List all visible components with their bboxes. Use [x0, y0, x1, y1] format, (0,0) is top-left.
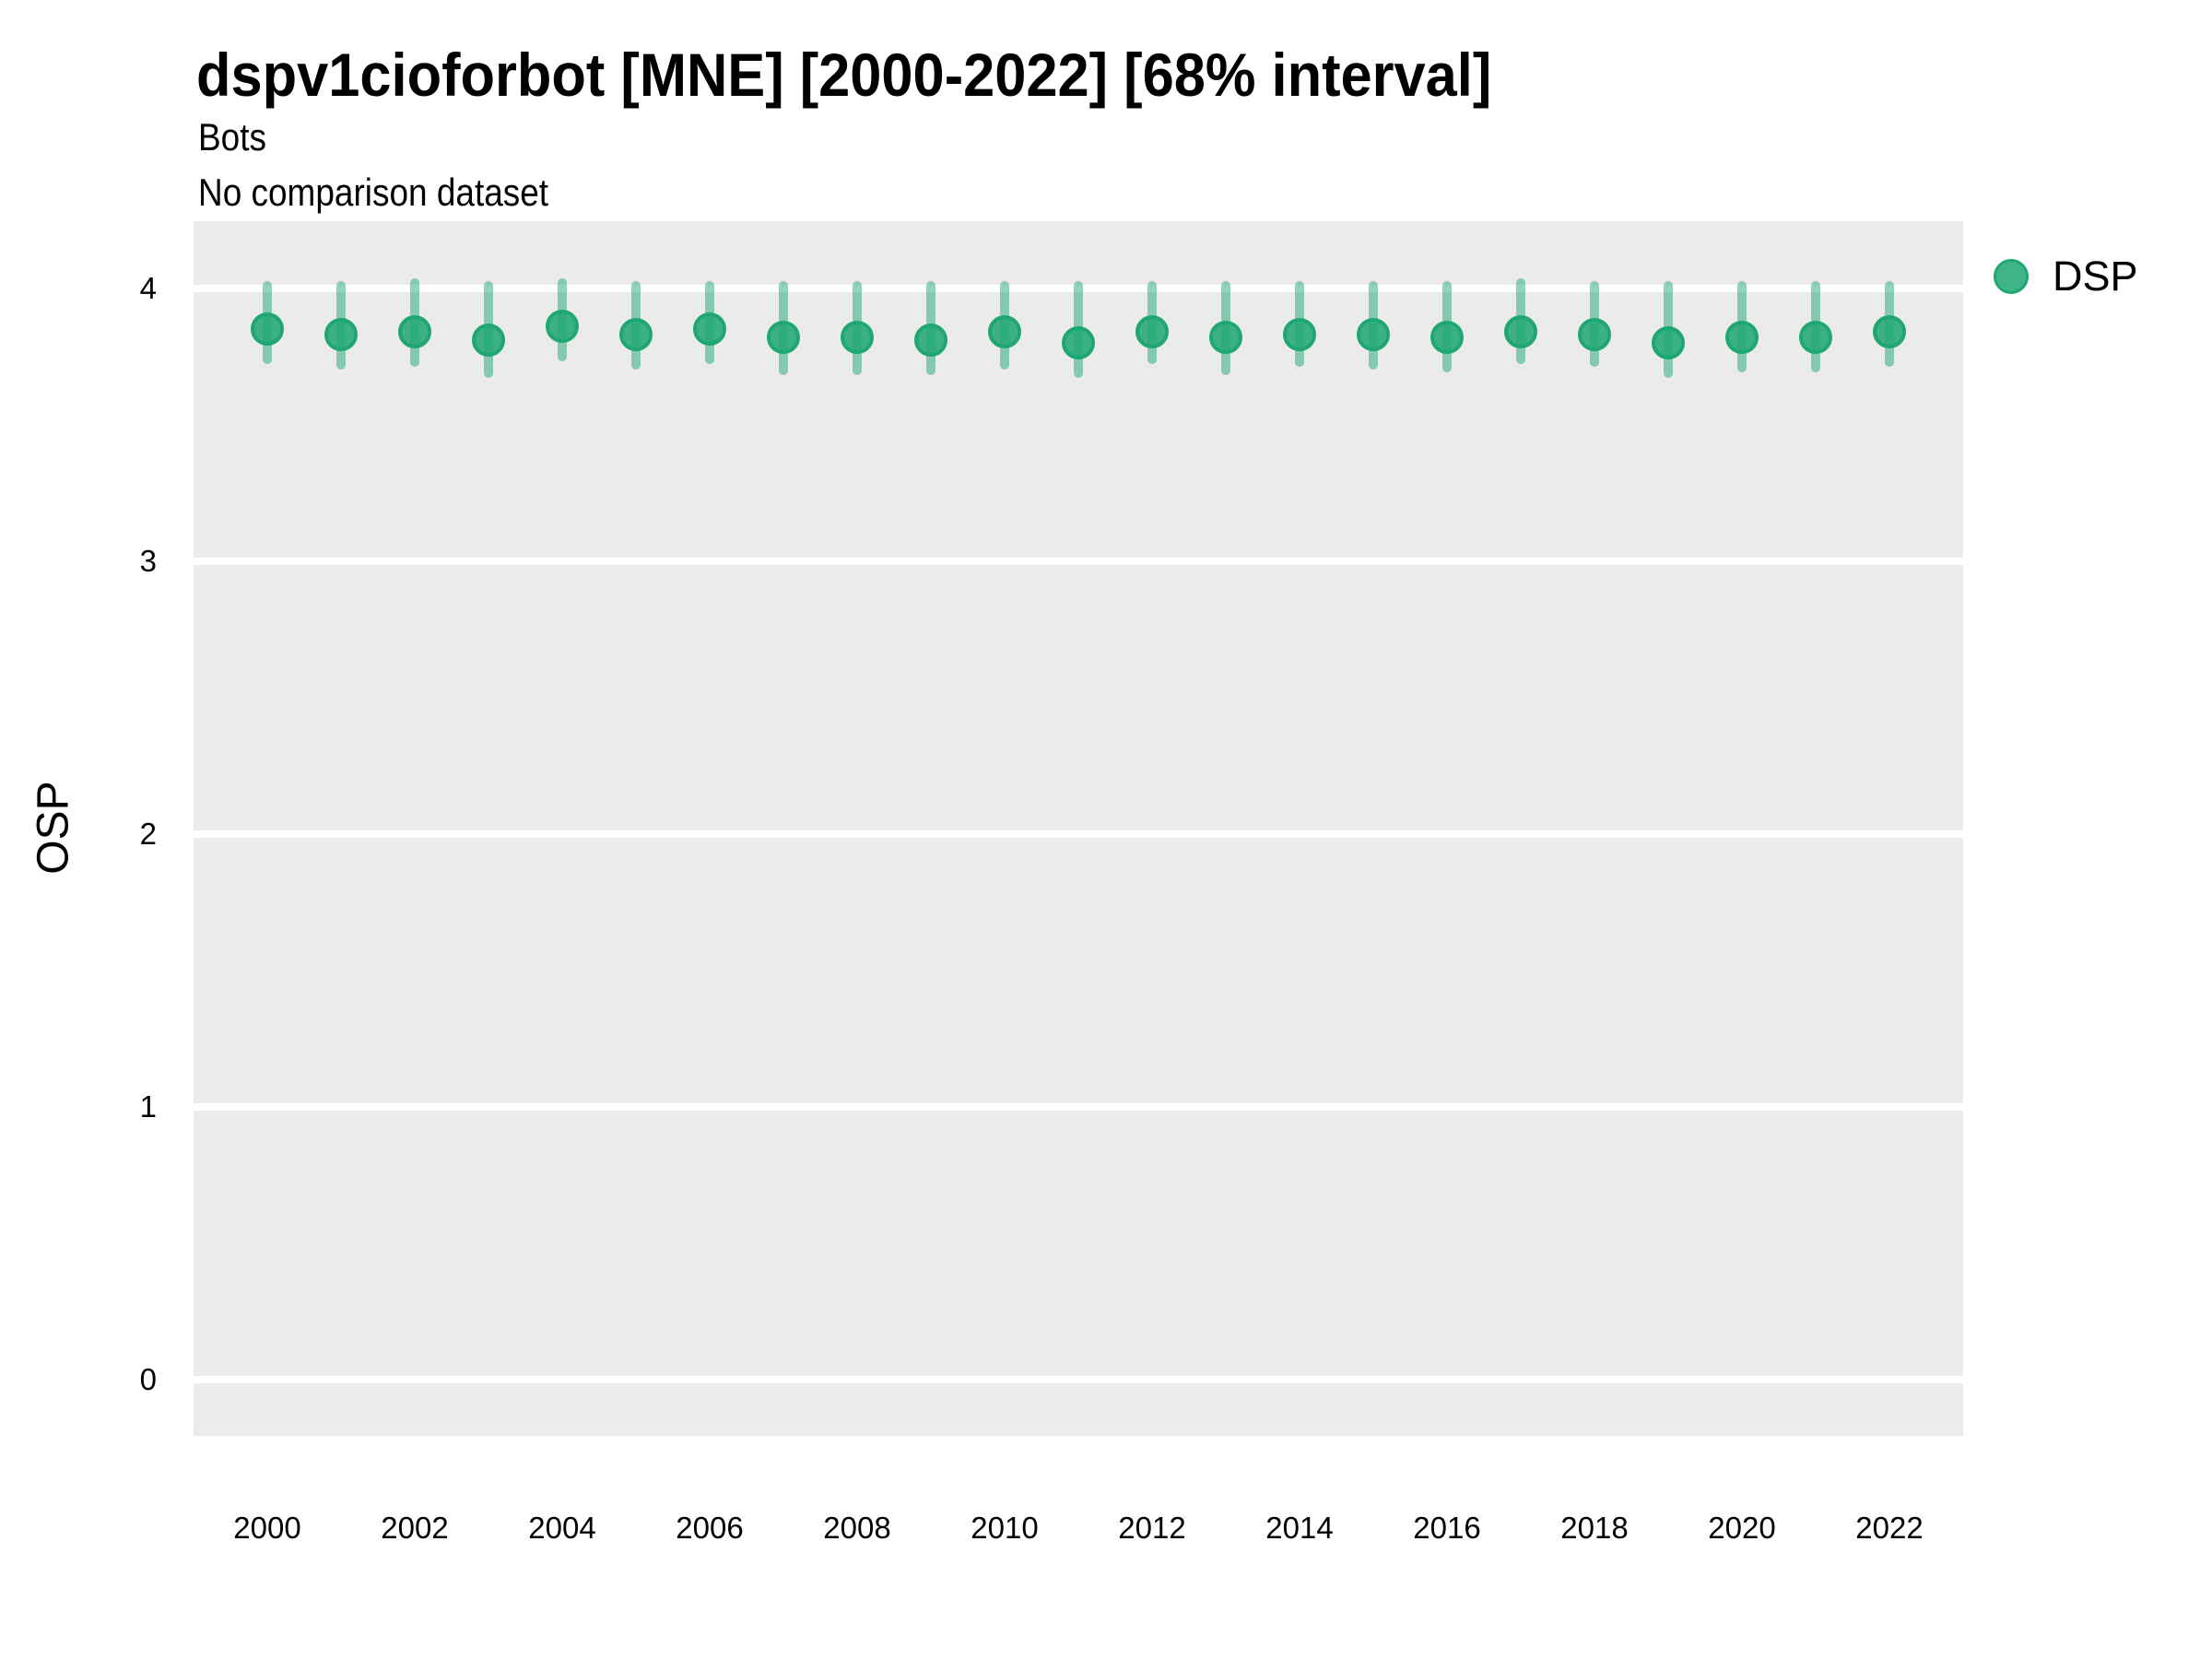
y-tick-label: 4	[139, 271, 157, 305]
y-tick-label: 2	[139, 817, 157, 851]
x-tick-label: 2010	[971, 1511, 1039, 1545]
y-tick-label: 1	[139, 1089, 157, 1124]
legend-circle-icon	[1994, 259, 2029, 294]
data-point-2000	[251, 312, 284, 347]
data-point-2022	[1873, 315, 1906, 349]
data-point-2017	[1504, 315, 1537, 349]
legend-label: DSP	[2053, 253, 2138, 300]
chart-title: dspv1cioforbot [MNE] [2000-2022] [68% in…	[196, 41, 1492, 109]
x-tick-label: 2012	[1118, 1511, 1186, 1545]
gridline-y-0	[194, 1376, 1963, 1383]
data-point-2015	[1357, 318, 1390, 352]
data-point-2013	[1209, 321, 1242, 355]
x-tick-label: 2000	[233, 1511, 301, 1545]
data-point-2021	[1799, 321, 1832, 355]
data-point-2016	[1430, 321, 1464, 355]
x-tick-label: 2014	[1265, 1511, 1334, 1545]
x-tick-label: 2002	[381, 1511, 449, 1545]
x-tick-label: 2020	[1708, 1511, 1776, 1545]
data-point-2003	[472, 324, 505, 358]
x-tick-label: 2022	[1855, 1511, 1924, 1545]
x-tick-label: 2018	[1560, 1511, 1629, 1545]
x-tick-label: 2006	[676, 1511, 744, 1545]
x-tick-label: 2016	[1413, 1511, 1481, 1545]
data-point-2006	[693, 312, 726, 347]
data-point-2018	[1578, 318, 1611, 352]
data-point-2020	[1725, 321, 1759, 355]
chart-subtitle: Bots	[198, 115, 266, 159]
data-point-2007	[767, 321, 800, 355]
y-tick-label: 3	[139, 544, 157, 578]
data-point-2002	[398, 315, 431, 349]
data-point-2005	[619, 318, 653, 352]
gridline-y-3	[194, 558, 1963, 565]
data-point-2019	[1652, 326, 1685, 360]
y-tick-label: 0	[139, 1362, 157, 1396]
legend: DSP	[1994, 253, 2138, 300]
data-point-2001	[324, 318, 358, 352]
gridline-y-2	[194, 830, 1963, 838]
data-point-2012	[1135, 315, 1169, 349]
data-point-2011	[1062, 326, 1095, 360]
data-point-2008	[841, 321, 874, 355]
data-point-2010	[988, 315, 1021, 349]
x-tick-label: 2004	[528, 1511, 596, 1545]
comparison-note: No comparison dataset	[198, 171, 549, 214]
data-point-2004	[546, 310, 579, 344]
x-tick-label: 2008	[823, 1511, 891, 1545]
plot-panel	[194, 221, 1963, 1436]
gridline-y-1	[194, 1103, 1963, 1111]
data-point-2014	[1283, 318, 1316, 352]
data-point-2009	[914, 324, 947, 358]
